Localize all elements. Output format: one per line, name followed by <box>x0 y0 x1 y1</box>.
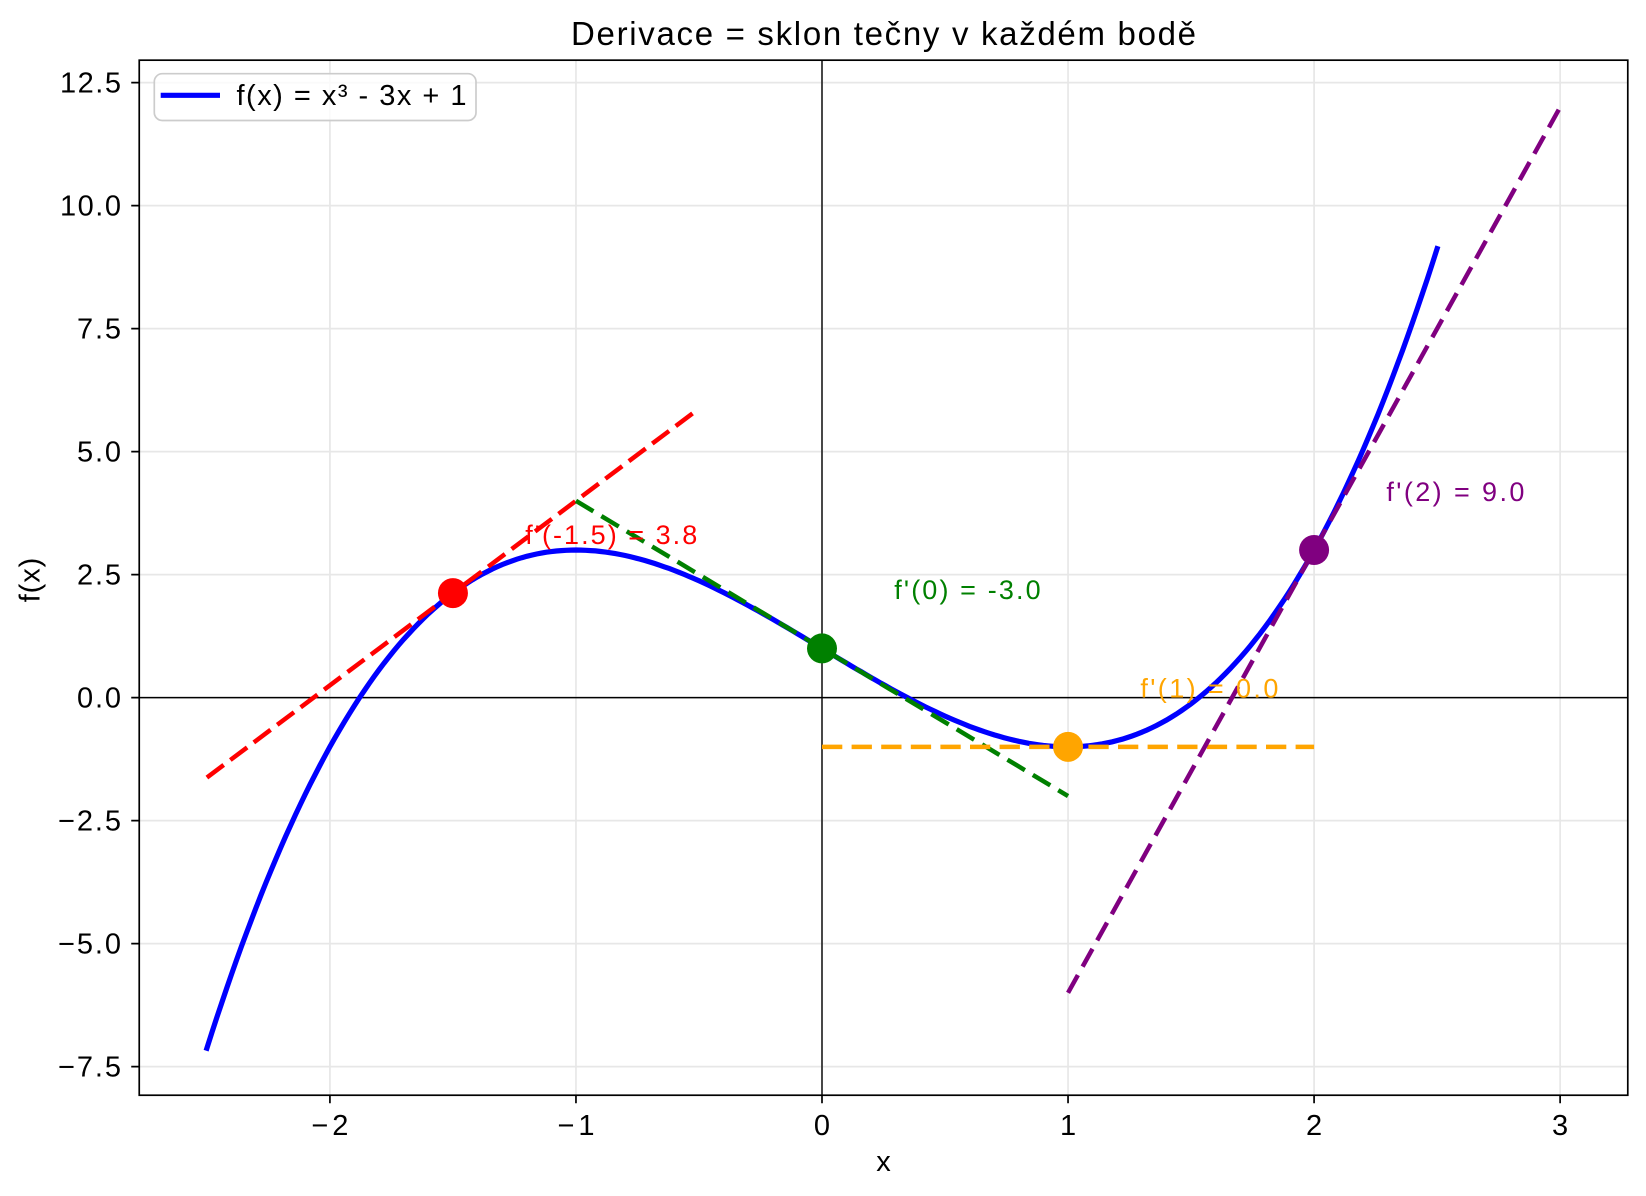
svg-text:x: x <box>876 1146 891 1178</box>
svg-text:10.0: 10.0 <box>60 191 121 223</box>
svg-text:f(x): f(x) <box>14 558 46 603</box>
svg-text:5.0: 5.0 <box>77 437 121 469</box>
svg-text:f(x) = x³ - 3x + 1: f(x) = x³ - 3x + 1 <box>237 80 467 112</box>
svg-text:7.5: 7.5 <box>77 314 121 346</box>
svg-text:−7.5: −7.5 <box>58 1052 121 1084</box>
svg-text:0.0: 0.0 <box>77 683 121 715</box>
svg-text:f'(0) = -3.0: f'(0) = -3.0 <box>894 575 1040 605</box>
svg-text:3: 3 <box>1552 1110 1568 1142</box>
svg-text:f'(-1.5) = 3.8: f'(-1.5) = 3.8 <box>525 520 697 550</box>
svg-text:−5.0: −5.0 <box>58 929 121 961</box>
svg-text:2: 2 <box>1306 1110 1322 1142</box>
svg-text:f'(1) = 0.0: f'(1) = 0.0 <box>1140 674 1278 704</box>
svg-text:1: 1 <box>1060 1110 1076 1142</box>
svg-text:0: 0 <box>814 1110 830 1142</box>
svg-text:−2.5: −2.5 <box>58 806 121 838</box>
svg-text:12.5: 12.5 <box>60 68 121 100</box>
svg-text:2.5: 2.5 <box>77 560 121 592</box>
svg-text:f'(2) = 9.0: f'(2) = 9.0 <box>1386 477 1524 507</box>
